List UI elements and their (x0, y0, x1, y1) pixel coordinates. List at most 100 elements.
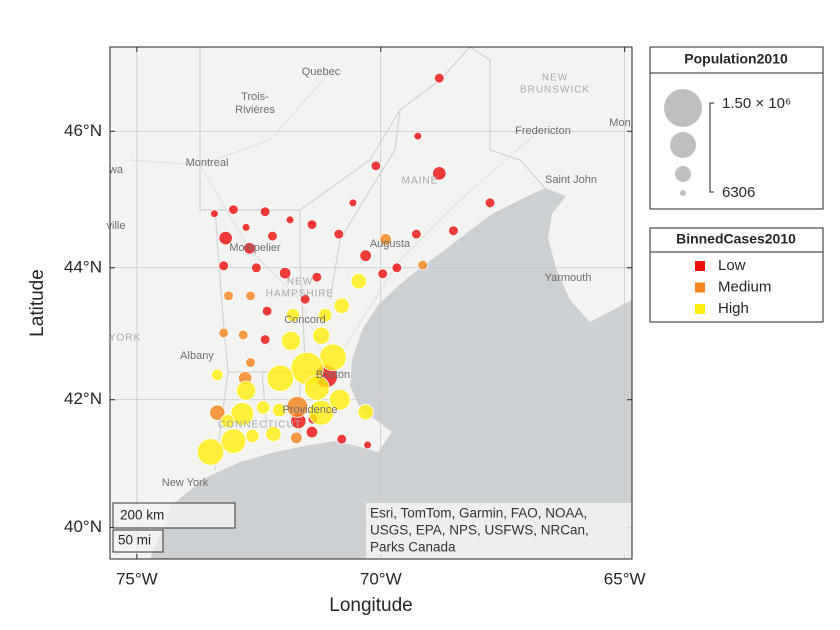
scale-label: 200 km (120, 508, 164, 523)
attribution-box (366, 503, 632, 559)
bubble (348, 198, 358, 208)
bubble (220, 413, 235, 429)
place-label: CONNECTICUT (218, 420, 302, 431)
legend-bubble (670, 132, 696, 158)
place-label: NEW (287, 277, 313, 288)
x-axis-label: Longitude (329, 595, 412, 616)
bubble (306, 219, 318, 230)
place-label: HAMPSHIRE (266, 289, 334, 300)
y-tick-label: 40°N (64, 517, 102, 536)
bubble (210, 209, 219, 219)
bubble (259, 206, 271, 218)
map (110, 47, 632, 559)
place-label: ville (107, 220, 126, 232)
bubble (211, 368, 224, 382)
legend-label: 1.50 × 10⁶ (722, 95, 791, 112)
attribution: Esri, TomTom, Garmin, FAO, NOAA, (370, 506, 587, 521)
legend-box (649, 46, 824, 210)
y-tick-label: 46°N (64, 121, 102, 140)
bubble (434, 72, 445, 84)
bubble (333, 297, 350, 314)
bubble (391, 262, 403, 274)
bubble (336, 433, 348, 445)
y-tick-label: 44°N (64, 257, 102, 276)
place-label: New York (162, 477, 209, 489)
bubble (417, 259, 429, 271)
legend-title: BinnedCases2010 (676, 231, 796, 247)
bubble (363, 440, 372, 450)
bubble (311, 271, 323, 283)
bubble (448, 225, 459, 236)
place-label: Yarmouth (545, 272, 592, 284)
y-tick-label: 42°N (64, 389, 102, 408)
place-label: NEW (542, 73, 568, 84)
place-label: Quebec (302, 66, 341, 78)
place-label: Trois- (241, 91, 269, 103)
bubbles (196, 72, 496, 466)
bubble (245, 357, 256, 368)
bubble (220, 428, 247, 454)
bubble (413, 131, 423, 141)
bubble (236, 380, 257, 401)
bubble (432, 166, 447, 181)
place-label: YORK (109, 333, 141, 344)
bubble (304, 375, 330, 401)
place-label: BRUNSWICK (520, 85, 590, 96)
bubble (218, 327, 229, 339)
bubble (328, 388, 351, 411)
color-legend: BinnedCases2010 Low Medium High (649, 227, 824, 323)
place-label: Augusta (370, 238, 411, 250)
bubble (377, 268, 389, 280)
x-tick-label: 70°W (360, 569, 402, 588)
water (150, 188, 632, 559)
legend-label: 6306 (722, 184, 755, 201)
bubble (319, 343, 347, 372)
legend-box (649, 227, 824, 323)
legend-title: Population2010 (684, 51, 788, 67)
bubble (286, 395, 309, 418)
bubble (218, 231, 233, 246)
bubble (259, 334, 271, 345)
legend-bubble (675, 166, 691, 182)
place-label: Montreal (186, 157, 229, 169)
place-label: Rivières (235, 104, 275, 116)
scale-label: 50 mi (118, 533, 151, 548)
legend-bracket (709, 102, 714, 193)
place-label: Concord (284, 314, 326, 326)
place-label: MAINE (402, 176, 439, 187)
bubble (251, 262, 262, 274)
legend-label: Medium (718, 278, 771, 295)
place-label: Albany (180, 350, 214, 362)
bubble (281, 330, 301, 351)
bubble (305, 425, 319, 439)
bubble (299, 293, 311, 305)
x-tick-label: 65°W (604, 569, 646, 588)
bubble (272, 402, 287, 418)
bubble (317, 307, 333, 323)
bubble (290, 431, 303, 445)
bubble (278, 266, 292, 280)
bubble (196, 438, 225, 466)
bubble (411, 228, 422, 240)
place-label: Providence (282, 404, 337, 416)
bubble (237, 329, 249, 341)
bubble (370, 160, 382, 172)
attribution: USGS, EPA, NPS, USFWS, NRCan, (370, 523, 589, 538)
bubble (312, 326, 331, 345)
bubble (228, 204, 239, 215)
legend-bubble (664, 89, 702, 127)
bubble (484, 197, 496, 209)
bubble (243, 242, 256, 255)
bubble (333, 228, 345, 240)
bubble (245, 428, 260, 444)
scale-bar-km (112, 502, 236, 529)
bubble (308, 399, 335, 426)
legend-swatch (695, 282, 705, 293)
x-tick-label: 75°W (116, 569, 158, 588)
legend-swatch (695, 304, 705, 314)
y-axis-label: Latitude (27, 269, 48, 337)
bubble (357, 403, 374, 421)
place-label: Saint John (545, 174, 597, 186)
legend-label: High (718, 300, 749, 317)
